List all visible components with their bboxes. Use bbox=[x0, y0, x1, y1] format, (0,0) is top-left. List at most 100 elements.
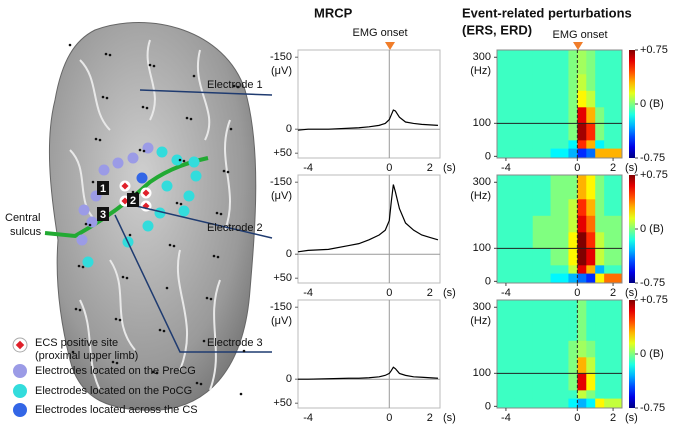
y-tick-label: 0 bbox=[286, 123, 292, 135]
surface-dot bbox=[168, 243, 172, 247]
heat-cell bbox=[568, 90, 578, 108]
heat-cell bbox=[595, 198, 605, 216]
heat-cell bbox=[604, 148, 623, 159]
heat-cell bbox=[514, 356, 534, 374]
heat-cell bbox=[604, 323, 623, 341]
electrode-precg bbox=[98, 164, 110, 176]
x-tick-label: -4 bbox=[303, 287, 313, 299]
heat-cell bbox=[586, 139, 596, 149]
colorbar bbox=[629, 50, 635, 158]
heat-cell bbox=[586, 264, 596, 274]
heat-cell bbox=[550, 198, 569, 216]
heat-cell bbox=[550, 139, 569, 149]
heat-cell bbox=[604, 264, 623, 274]
heat-cell bbox=[514, 373, 534, 391]
legend-label: Electrodes located on the PreCG bbox=[35, 365, 196, 377]
surface-dot bbox=[242, 349, 246, 353]
heat-cell bbox=[497, 373, 516, 391]
heat-cell bbox=[568, 231, 578, 249]
heat-cell bbox=[514, 106, 534, 124]
heat-cell bbox=[514, 198, 534, 216]
heat-cell bbox=[568, 300, 578, 325]
legend-swatch bbox=[13, 384, 27, 398]
heat-cell bbox=[604, 73, 623, 91]
surface-dot bbox=[162, 329, 166, 333]
surface-dot bbox=[175, 201, 179, 205]
y-tick-label: 0 bbox=[485, 275, 491, 287]
colorbar-label: +0.75 bbox=[640, 169, 668, 181]
heat-cell bbox=[514, 340, 534, 358]
heat-cell bbox=[497, 356, 516, 374]
x-axis-label: (s) bbox=[443, 412, 456, 424]
heat-cell bbox=[514, 90, 534, 108]
surface-dot bbox=[185, 116, 189, 120]
heat-cell bbox=[514, 175, 534, 200]
heat-cell bbox=[568, 73, 578, 91]
x-tick-label: -4 bbox=[501, 162, 511, 174]
colorbar bbox=[629, 300, 635, 408]
y-axis-label: (μV) bbox=[271, 65, 292, 77]
electrode-label: Electrode 3 bbox=[207, 337, 263, 349]
surface-dot bbox=[108, 53, 112, 57]
heat-cell bbox=[497, 73, 516, 91]
heat-cell bbox=[532, 398, 552, 409]
surface-dot bbox=[219, 212, 223, 216]
electrode-precg bbox=[86, 216, 98, 228]
surface-dot bbox=[222, 169, 226, 173]
plot-frame bbox=[496, 174, 623, 284]
heat-cell bbox=[577, 175, 587, 200]
heat-cell bbox=[577, 300, 587, 325]
heat-cell bbox=[532, 50, 552, 75]
x-axis-label: (s) bbox=[443, 162, 456, 174]
electrode-label: Electrode 2 bbox=[207, 222, 263, 234]
surface-dot bbox=[145, 106, 149, 110]
heat-cell bbox=[550, 398, 569, 409]
electrode-leaders bbox=[114, 89, 273, 353]
surface-dot bbox=[141, 105, 145, 109]
x-tick-label: -4 bbox=[303, 412, 313, 424]
heat-cell bbox=[514, 248, 534, 266]
heat-cell bbox=[514, 215, 534, 233]
heat-cell bbox=[586, 340, 596, 358]
column-title: (ERS, ERD) bbox=[462, 22, 532, 37]
heat-cell bbox=[577, 373, 587, 391]
surface-dot bbox=[236, 85, 240, 89]
heat-cell bbox=[604, 273, 623, 284]
y-axis-label: (Hz) bbox=[470, 190, 491, 202]
plot-frame bbox=[496, 49, 623, 159]
heat-cell bbox=[577, 148, 587, 159]
heat-cell bbox=[532, 373, 552, 391]
y-tick-label: 100 bbox=[473, 367, 491, 379]
surface-dot bbox=[152, 64, 156, 68]
y-tick-label: 300 bbox=[473, 51, 491, 63]
heat-cell bbox=[604, 123, 623, 141]
surface-dot bbox=[195, 381, 199, 385]
heat-cell bbox=[514, 264, 534, 274]
heat-cell bbox=[497, 139, 516, 149]
legend-swatch bbox=[15, 340, 25, 350]
heat-cell bbox=[604, 398, 623, 409]
electrode-label: Electrode 1 bbox=[207, 79, 263, 91]
surface-dot bbox=[212, 254, 216, 258]
heat-cell bbox=[568, 148, 578, 159]
surface-dot bbox=[216, 255, 220, 259]
heat-cell bbox=[595, 273, 605, 284]
heat-cell bbox=[604, 231, 623, 249]
x-tick-label: 0 bbox=[386, 287, 392, 299]
surface-dot bbox=[78, 308, 82, 312]
surface-dot bbox=[232, 84, 236, 88]
heat-cell bbox=[550, 300, 569, 325]
heat-cell bbox=[586, 300, 596, 325]
heat-cell bbox=[577, 231, 587, 249]
surface-dot bbox=[205, 296, 209, 300]
surface-dot bbox=[121, 275, 125, 279]
heat-cell bbox=[532, 106, 552, 124]
onset-marker bbox=[573, 42, 583, 50]
heat-cell bbox=[604, 215, 623, 233]
surface-dot bbox=[189, 117, 193, 121]
heat-cell bbox=[550, 264, 569, 274]
heat-cell bbox=[586, 273, 596, 284]
y-tick-label: 0 bbox=[485, 400, 491, 412]
legend-label: Electrodes located on the PoCG bbox=[35, 385, 192, 397]
x-tick-label: 0 bbox=[386, 162, 392, 174]
